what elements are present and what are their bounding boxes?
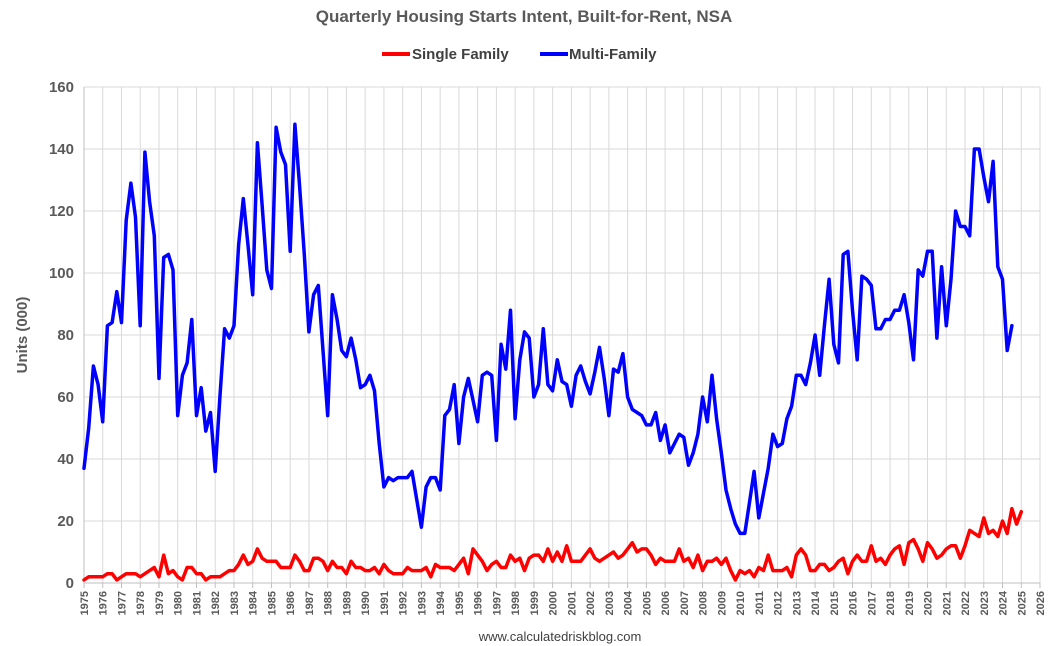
x-tick-label: 2015 — [829, 591, 841, 615]
x-tick-label: 2002 — [585, 591, 597, 615]
x-tick-label: 1975 — [79, 591, 91, 615]
x-tick-label: 1988 — [323, 591, 335, 615]
series-line-single-family — [82, 506, 1024, 582]
x-tick-label: 2004 — [623, 590, 635, 615]
x-tick-label: 2024 — [998, 590, 1010, 615]
x-tick-label: 1976 — [98, 591, 110, 615]
x-tick-label: 2007 — [679, 591, 691, 615]
x-tick-label: 2013 — [791, 591, 803, 615]
x-tick-label: 1978 — [135, 591, 147, 615]
x-tick-label: 2000 — [548, 591, 560, 615]
y-tick-label: 80 — [57, 327, 74, 344]
x-tick-label: 2021 — [941, 591, 953, 615]
x-tick-label: 1997 — [491, 591, 503, 615]
x-tick-label: 2009 — [716, 591, 728, 615]
source-credit: www.calculatedriskblog.com — [478, 629, 642, 644]
x-tick-label: 2020 — [923, 591, 935, 615]
x-tick-label: 2018 — [885, 591, 897, 615]
x-tick-label: 1989 — [341, 591, 353, 615]
x-tick-label: 1986 — [285, 591, 297, 615]
x-tick-label: 2011 — [754, 591, 766, 615]
x-tick-label: 2016 — [848, 591, 860, 615]
x-tick-label: 1983 — [229, 591, 241, 615]
y-tick-label: 0 — [66, 575, 74, 592]
x-tick-label: 2012 — [773, 591, 785, 615]
x-tick-label: 1977 — [116, 591, 128, 615]
x-tick-label: 1993 — [416, 591, 428, 615]
y-tick-label: 140 — [49, 141, 74, 158]
gridlines — [83, 86, 1041, 583]
legend-label-single-family: Single Family — [412, 46, 509, 63]
legend-label-multi-family: Multi-Family — [569, 46, 657, 63]
y-tick-label: 100 — [49, 265, 74, 282]
x-tick-label: 2014 — [810, 590, 822, 615]
x-tick-label: 2026 — [1035, 591, 1047, 615]
y-axis-label: Units (000) — [14, 297, 31, 374]
series — [82, 122, 1024, 582]
x-tick-label: 1994 — [435, 590, 447, 615]
axes — [83, 87, 1041, 588]
chart-title: Quarterly Housing Starts Intent, Built-f… — [316, 7, 733, 26]
x-tick-label: 1982 — [210, 591, 222, 615]
x-tick-label: 2023 — [979, 591, 991, 615]
x-tick-label: 1998 — [510, 591, 522, 615]
x-tick-label: 1990 — [360, 591, 372, 615]
y-tick-label: 60 — [57, 389, 74, 406]
x-tick-label: 2017 — [866, 591, 878, 615]
x-tick-label: 1987 — [304, 591, 316, 615]
x-tick-label: 2003 — [604, 591, 616, 615]
x-tick-label: 2019 — [904, 591, 916, 615]
x-tick-label: 2006 — [660, 591, 672, 615]
x-tick-label: 2025 — [1016, 591, 1028, 615]
y-tick-labels: 0 20 40 60 80 100 120 140 160 — [49, 79, 74, 592]
x-tick-label: 2001 — [566, 591, 578, 615]
x-tick-label: 1981 — [191, 591, 203, 615]
x-tick-label: 2005 — [641, 591, 653, 615]
x-tick-label: 1985 — [266, 591, 278, 615]
x-tick-label: 1980 — [173, 591, 185, 615]
legend: Single Family Multi-Family — [382, 46, 657, 63]
y-tick-label: 20 — [57, 513, 74, 530]
x-tick-label: 2008 — [698, 591, 710, 615]
x-tick-label: 2010 — [735, 591, 747, 615]
x-tick-labels: 1975 1976 1977 1978 1979 1980 1981 1982 1983 1984… — [79, 590, 1047, 615]
y-tick-label: 120 — [49, 203, 74, 220]
x-tick-label: 1999 — [529, 591, 541, 615]
y-tick-label: 40 — [57, 451, 74, 468]
x-tick-label: 2022 — [960, 591, 972, 615]
x-tick-label: 1984 — [248, 590, 260, 615]
y-tick-label: 160 — [49, 79, 74, 96]
x-tick-label: 1991 — [379, 591, 391, 615]
x-tick-label: 1996 — [473, 591, 485, 615]
x-tick-label: 1992 — [398, 591, 410, 615]
x-tick-label: 1995 — [454, 591, 466, 615]
x-tick-label: 1979 — [154, 591, 166, 615]
series-line-multi-family — [82, 122, 1014, 536]
